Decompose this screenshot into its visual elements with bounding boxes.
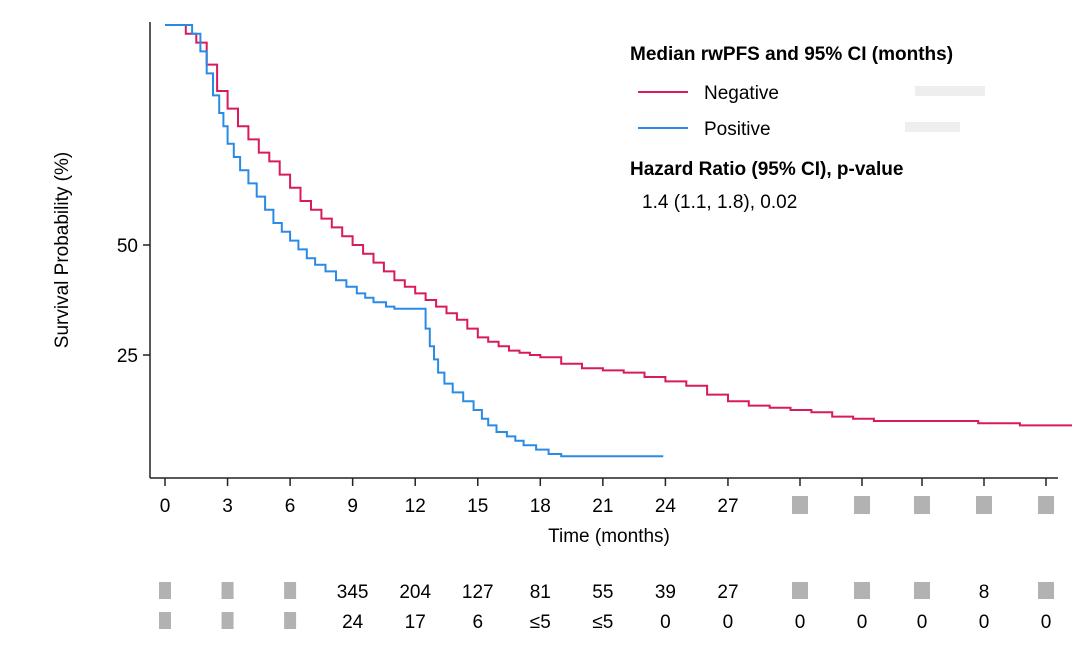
obscured-tick-label [854, 496, 870, 514]
risk-count: 127 [462, 582, 494, 603]
obscured-tick-labels [792, 478, 1054, 514]
x-tick-label: 15 [467, 496, 488, 517]
obscured-risk-count [221, 582, 234, 599]
obscured-risk-count [159, 582, 171, 599]
obscured-median-negative [915, 86, 985, 96]
x-tick-label: 24 [655, 496, 677, 517]
x-tick-label: 18 [530, 496, 551, 517]
obscured-tick-label [792, 496, 808, 514]
obscured-tick-label [976, 496, 992, 514]
curve-negative [165, 24, 1072, 427]
obscured-risk-count [914, 582, 930, 599]
risk-count: 17 [405, 612, 426, 633]
y-ticks: 25 50 [117, 236, 150, 367]
risk-count: 345 [337, 582, 369, 603]
obscured-median-positive [905, 122, 960, 132]
risk-count: 0 [723, 612, 734, 633]
obscured-risk-count [159, 612, 171, 629]
risk-count: ≤5 [530, 612, 551, 633]
risk-count: 8 [979, 582, 990, 603]
risk-count: 0 [660, 612, 671, 633]
x-axis-label: Time (months) [548, 526, 670, 547]
obscured-tick-label [1038, 496, 1054, 514]
risk-count: 81 [530, 582, 551, 603]
x-tick-label: 6 [285, 496, 296, 517]
obscured-risk-count [284, 612, 297, 629]
obscured-risk-count [221, 612, 234, 629]
obscured-tick-label [914, 496, 930, 514]
curve-positive [165, 24, 664, 458]
hazard-ratio-value: 1.4 (1.1, 1.8), 0.02 [642, 192, 797, 213]
x-tick-label: 0 [160, 496, 171, 517]
risk-count: 204 [399, 582, 431, 603]
obscured-risk-count [792, 582, 808, 599]
risk-count: 0 [795, 612, 806, 633]
y-tick-label: 50 [117, 236, 138, 257]
x-tick-label: 9 [347, 496, 358, 517]
legend-title: Median rwPFS and 95% CI (months) [630, 44, 953, 65]
y-tick-label: 25 [117, 346, 138, 367]
obscured-risk-count [854, 582, 870, 599]
risk-count: ≤5 [592, 612, 613, 633]
x-tick-label: 3 [222, 496, 233, 517]
obscured-risk-count [284, 582, 297, 599]
survival-curves [165, 24, 1072, 458]
risk-count: 27 [717, 582, 738, 603]
risk-count: 55 [592, 582, 613, 603]
risk-count: 0 [979, 612, 990, 633]
risk-count: 0 [857, 612, 868, 633]
obscured-risk-count [1038, 582, 1054, 599]
risk-table: 345 204 127 81 55 39 27 24 17 6 ≤5 ≤5 0 0 0 0 0 8 0 0 [159, 582, 1054, 633]
x-tick-label: 12 [405, 496, 426, 517]
hazard-ratio-title: Hazard Ratio (95% CI), p-value [630, 159, 903, 180]
legend-label-negative: Negative [704, 83, 779, 104]
risk-count: 39 [655, 582, 676, 603]
x-tick-label: 27 [717, 496, 738, 517]
risk-count: 24 [342, 612, 364, 633]
legend: Median rwPFS and 95% CI (months) Negativ… [630, 44, 985, 140]
x-tick-label: 21 [592, 496, 613, 517]
legend-label-positive: Positive [704, 119, 771, 140]
x-ticks: 0 3 6 9 12 15 18 21 24 27 [160, 478, 739, 517]
hazard-ratio-annotation: Hazard Ratio (95% CI), p-value 1.4 (1.1,… [630, 159, 903, 213]
risk-count: 0 [1041, 612, 1052, 633]
risk-count: 6 [472, 612, 483, 633]
y-axis-label: Survival Probability (%) [52, 152, 73, 348]
risk-count: 0 [917, 612, 928, 633]
